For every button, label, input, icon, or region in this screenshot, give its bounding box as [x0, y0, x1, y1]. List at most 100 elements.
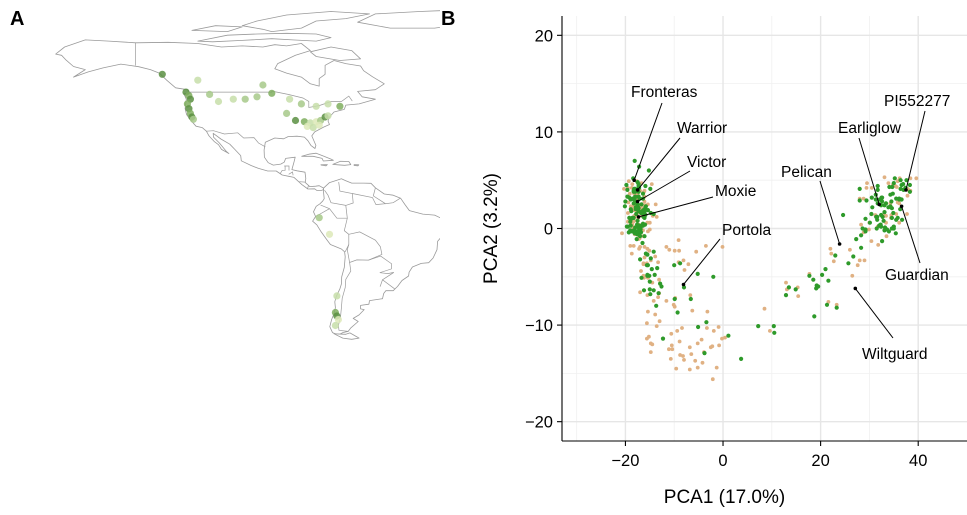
data-point-green	[634, 237, 639, 242]
chart-annotations: Fronteras Warrior Victor Moxie Portola Pelica…	[631, 84, 950, 363]
data-point-green	[638, 234, 643, 239]
data-point-tan	[689, 352, 694, 356]
data-point-tan	[647, 248, 652, 253]
land-3	[191, 25, 243, 32]
data-point-green	[880, 199, 885, 204]
map-landmasses	[55, 10, 440, 340]
data-point-green	[625, 224, 631, 229]
data-point-green	[636, 194, 641, 199]
data-point-green	[635, 218, 640, 223]
data-point-tan	[629, 205, 634, 210]
border-9	[320, 204, 348, 219]
data-point-tan	[642, 194, 647, 199]
data-point-green	[645, 272, 650, 277]
map-point	[259, 81, 267, 89]
data-point-tan	[632, 232, 637, 237]
data-point-tan	[646, 309, 650, 314]
data-point-tan	[634, 210, 639, 215]
data-point-tan	[636, 222, 641, 227]
data-point-green	[793, 287, 798, 292]
data-point-green	[630, 196, 635, 201]
data-point-tan	[626, 200, 631, 205]
data-point-green	[635, 202, 640, 207]
data-point-tan	[864, 186, 869, 190]
data-point-tan	[632, 203, 637, 208]
data-point-green	[891, 224, 896, 229]
data-point-green	[635, 224, 640, 229]
annotation-leader	[638, 196, 714, 218]
data-point-green	[857, 198, 862, 203]
data-point-tan	[638, 290, 642, 295]
data-point-tan	[859, 222, 863, 227]
data-point-green	[863, 227, 868, 232]
data-point-tan	[672, 248, 677, 253]
data-point-tan	[720, 336, 724, 341]
data-point-tan	[881, 214, 885, 218]
data-point-tan	[850, 273, 855, 278]
data-point-tan	[656, 295, 660, 299]
data-point-green	[641, 288, 647, 293]
data-point-tan	[635, 231, 640, 236]
data-point-tan	[640, 206, 644, 211]
data-point-tan	[705, 326, 709, 330]
data-point-green	[884, 227, 890, 232]
y-tick-label: −10	[525, 317, 553, 335]
data-point-tan	[784, 280, 788, 285]
data-point-green	[630, 215, 635, 220]
data-point-tan	[890, 183, 895, 187]
data-point-green	[644, 263, 650, 268]
data-point-green	[901, 187, 906, 192]
plot-background	[562, 16, 967, 441]
data-point-green	[881, 218, 886, 223]
data-point-green	[883, 201, 889, 206]
data-point-tan	[631, 219, 636, 224]
data-point-green	[882, 203, 887, 208]
data-point-tan	[908, 176, 913, 181]
data-point-tan	[704, 244, 708, 248]
data-point-green	[631, 215, 636, 220]
map-point	[324, 112, 332, 120]
data-point-green	[704, 320, 709, 325]
data-point-tan	[639, 227, 644, 232]
data-point-green	[814, 283, 819, 288]
data-point-green	[772, 330, 777, 335]
data-point-tan	[637, 229, 641, 234]
data-point-green	[841, 212, 846, 218]
data-point-tan	[676, 260, 681, 265]
land-1	[197, 32, 332, 43]
data-point-tan	[632, 208, 637, 213]
annotation-point	[837, 242, 842, 246]
x-tick-label: 40	[909, 452, 927, 470]
data-point-green	[678, 261, 683, 266]
data-point-green	[633, 229, 638, 234]
data-point-green	[632, 229, 637, 234]
map-point	[158, 70, 166, 78]
data-point-green	[695, 271, 700, 276]
data-point-tan	[895, 179, 900, 184]
data-point-green	[638, 230, 644, 235]
data-point-green	[867, 220, 873, 225]
data-point-tan	[831, 259, 836, 264]
data-point-green	[632, 196, 637, 201]
map-point	[333, 292, 341, 300]
data-point-tan	[635, 192, 640, 197]
data-point-green	[812, 314, 817, 319]
data-point-tan	[642, 189, 646, 194]
y-axis-label: PCA2 (3.2%)	[481, 173, 502, 284]
data-point-tan	[632, 214, 637, 218]
data-point-tan	[914, 176, 919, 181]
data-point-green	[907, 189, 913, 194]
data-point-green	[877, 197, 882, 202]
data-point-green	[632, 197, 637, 202]
data-point-green	[640, 209, 645, 214]
data-point-green	[899, 197, 904, 202]
data-point-tan	[649, 182, 654, 187]
data-point-tan	[675, 329, 680, 333]
land-6	[333, 332, 360, 340]
data-point-green	[636, 182, 641, 187]
annotation-leader	[858, 137, 880, 205]
data-point-green	[637, 185, 642, 190]
data-point-green	[786, 285, 792, 290]
data-point-tan	[627, 191, 632, 196]
data-point-tan	[664, 299, 669, 303]
